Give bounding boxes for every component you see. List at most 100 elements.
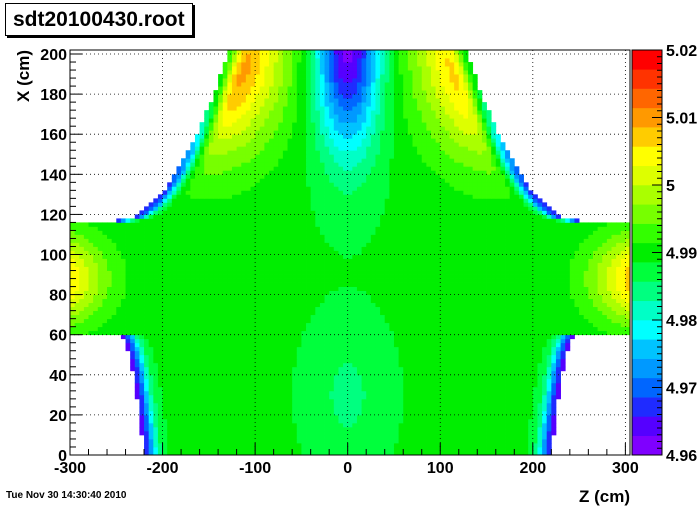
heatmap-cell — [366, 274, 372, 279]
heatmap-cell — [97, 330, 103, 336]
heatmap-cell — [625, 310, 631, 316]
heatmap-cell — [171, 270, 177, 275]
heatmap-cell — [190, 298, 196, 304]
heatmap-cell — [190, 318, 196, 324]
heatmap-cell — [523, 446, 529, 452]
heatmap-cell — [537, 302, 543, 308]
heatmap-cell — [555, 338, 561, 344]
heatmap-cell — [491, 318, 497, 324]
heatmap-cell — [273, 322, 279, 328]
heatmap-cell — [181, 438, 187, 444]
heatmap-cell — [310, 330, 316, 336]
heatmap-cell — [125, 330, 131, 336]
heatmap-cell — [430, 278, 437, 283]
heatmap-cell — [194, 326, 200, 332]
heatmap-cell — [222, 338, 228, 344]
heatmap-cell — [315, 302, 321, 308]
heatmap-cell — [407, 422, 413, 428]
heatmap-cell — [102, 282, 108, 287]
heatmap-cell — [329, 350, 335, 356]
heatmap-cell — [190, 378, 196, 384]
heatmap-cell — [255, 418, 261, 424]
heatmap-cell — [412, 326, 418, 332]
heatmap-cell — [292, 366, 298, 372]
heatmap-cell — [417, 418, 423, 424]
heatmap-cell — [278, 370, 284, 376]
heatmap-cell — [505, 430, 511, 436]
heatmap-cell — [157, 282, 163, 287]
heatmap-cell — [139, 258, 145, 263]
heatmap-cell — [204, 282, 210, 287]
heatmap-cell — [417, 298, 423, 304]
heatmap-cell — [153, 278, 159, 283]
heatmap-cell — [537, 278, 543, 283]
heatmap-cell — [315, 326, 321, 332]
heatmap-cell — [356, 346, 362, 352]
heatmap-cell — [157, 442, 163, 448]
heatmap-cell — [398, 386, 404, 392]
heatmap-cell — [403, 290, 409, 295]
heatmap-cell — [333, 446, 339, 452]
heatmap-cell — [148, 374, 154, 380]
heatmap-cell — [421, 362, 427, 368]
heatmap-cell — [222, 402, 228, 408]
heatmap-cell — [343, 310, 349, 316]
heatmap-cell — [398, 358, 404, 364]
heatmap-cell — [185, 326, 191, 332]
heatmap-cell — [537, 378, 543, 384]
heatmap-cell — [546, 422, 552, 428]
heatmap-cell — [343, 334, 349, 340]
heatmap-cell — [222, 314, 228, 320]
heatmap-cell — [213, 346, 219, 352]
heatmap-cell — [88, 262, 94, 267]
heatmap-cell — [245, 342, 251, 348]
heatmap-cell — [528, 374, 534, 380]
heatmap-cell — [491, 442, 497, 448]
heatmap-cell — [227, 310, 233, 316]
heatmap-cell — [241, 286, 247, 291]
heatmap-cell — [495, 402, 501, 408]
heatmap-cell — [79, 302, 85, 308]
heatmap-cell — [227, 442, 233, 448]
heatmap-cell — [250, 446, 256, 452]
heatmap-cell — [528, 278, 534, 283]
heatmap-cell — [245, 378, 251, 384]
heatmap-cell — [417, 270, 423, 275]
heatmap-cell — [204, 390, 210, 396]
heatmap-cell — [486, 338, 492, 344]
heatmap-cell — [491, 426, 497, 432]
heatmap-cell — [528, 438, 534, 444]
heatmap-cell — [204, 418, 210, 424]
heatmap-cell — [444, 378, 450, 384]
heatmap-cell — [194, 430, 200, 436]
heatmap-cell — [157, 258, 163, 263]
heatmap-cell — [588, 282, 594, 287]
heatmap-cell — [481, 438, 487, 444]
heatmap-cell — [171, 410, 177, 416]
heatmap-cell — [560, 362, 566, 368]
heatmap-cell — [338, 426, 344, 432]
heatmap-cell — [518, 406, 524, 412]
heatmap-cell — [144, 298, 150, 304]
heatmap-cell — [606, 302, 612, 308]
heatmap-cell — [218, 366, 224, 372]
heatmap-cell — [430, 342, 437, 348]
heatmap-cell — [532, 362, 538, 368]
heatmap-cell — [319, 274, 325, 279]
heatmap-cell — [310, 402, 316, 408]
heatmap-cell — [495, 418, 501, 424]
heatmap-cell — [250, 318, 256, 324]
heatmap-cell — [301, 426, 307, 432]
heatmap-cell — [296, 350, 302, 356]
heatmap-cell — [301, 334, 307, 340]
heatmap-cell — [333, 382, 339, 388]
heatmap-cell — [421, 318, 427, 324]
heatmap-cell — [162, 426, 168, 432]
heatmap-cell — [481, 282, 487, 287]
heatmap-cell — [421, 346, 427, 352]
heatmap-cell — [500, 262, 506, 267]
heatmap-cell — [463, 298, 469, 304]
heatmap-cell — [509, 338, 515, 344]
heatmap-cell — [444, 374, 450, 380]
heatmap-cell — [162, 446, 168, 452]
